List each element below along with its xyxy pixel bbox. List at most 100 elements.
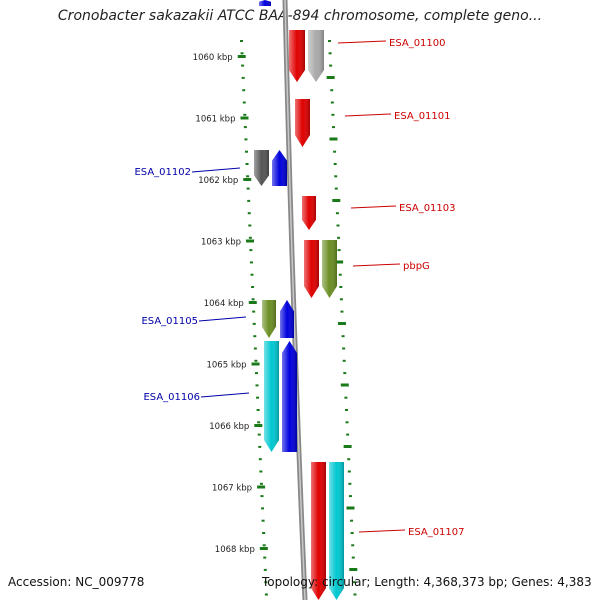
ruler-tick [242,101,246,104]
gene-arrow-shade [259,0,271,6]
ruler-tick [263,556,267,559]
gene-arrow-shade [282,341,297,452]
ruler-tick [251,298,255,301]
ruler-tick [336,224,340,227]
ruler-tick [259,470,263,473]
ruler-tick [350,519,354,522]
ruler-tick [247,199,251,202]
gene-label[interactable]: ESA_01102 [134,167,191,178]
ruler-tick [244,150,248,153]
ruler-tick [253,347,257,350]
ruler-tick [347,458,351,461]
gene-arrow-shade [254,150,269,186]
ruler-tick [346,433,350,436]
gene-leader-line [344,113,392,117]
topology-text: Topology: circular; Length: 4,368,373 bp… [262,575,592,589]
ruler-label: 1067 kbp [212,484,252,494]
gene-arrow-shade [272,150,287,186]
ruler-tick [345,421,349,424]
ruler-tick [251,286,255,288]
gene-label[interactable]: pbpG [403,261,430,272]
ruler-tick [329,64,333,67]
ruler-major-tick [349,568,358,571]
ruler-tick [244,138,248,141]
ruler-tick [241,64,245,67]
ruler-label: 1066 kbp [209,422,249,432]
gene-arrow-shade [295,99,310,147]
gene-arrow-shade [329,462,344,600]
gene-arrow-shade [302,196,316,230]
ruler-tick [256,409,260,411]
ruler-tick [242,89,246,92]
ruler-tick [252,310,256,313]
gene-label[interactable]: ESA_01106 [143,392,200,403]
gene-label[interactable]: ESA_01101 [394,111,451,122]
ruler-tick [252,322,256,325]
ruler-tick [259,482,263,485]
ruler-tick [256,396,260,399]
ruler-label: 1062 kbp [198,176,238,186]
ruler-major-tick [237,55,246,58]
ruler-tick [352,581,356,584]
ruler-tick [253,335,257,338]
ruler-tick [348,495,352,498]
ruler-tick [328,52,332,55]
ruler-label: 1061 kbp [195,115,235,125]
genes [254,0,344,600]
gene-arrow-shade [322,240,337,298]
ruler-major-tick [240,116,249,120]
ruler-tick [334,175,338,178]
ruler-tick [328,40,331,42]
ruler-major-tick [335,260,344,264]
ruler-tick [264,581,268,584]
ruler-label: 1060 kbp [193,53,233,63]
ruler-tick [351,544,355,547]
ruler-tick [344,396,348,399]
map-title: Cronobacter sakazakii ATCC BAA-894 chrom… [57,8,543,24]
ruler-tick [248,224,252,227]
ruler-tick [254,359,258,362]
gene-leader-line [200,392,250,398]
ruler-tick [241,76,245,79]
gene-leader-line [337,40,387,44]
ruler-tick [247,212,251,215]
ruler-tick [347,470,351,473]
ruler-tick [339,286,343,288]
ruler-major-tick [346,506,355,510]
ruler-major-tick [326,76,335,79]
gene-label[interactable]: ESA_01105 [141,316,198,327]
ruler-tick [258,445,262,448]
ruler-tick [263,568,267,571]
ruler-tick [331,126,335,129]
ruler-major-tick [337,322,346,325]
chromosome-backbone [282,0,308,600]
ruler-tick [257,421,261,424]
gene-label[interactable]: ESA_01107 [408,527,465,538]
gene-arrow-shade [308,30,324,82]
ruler-tick [330,101,334,104]
ruler-tick [342,359,346,362]
ruler-tick [348,482,352,485]
ruler-tick [339,298,343,301]
ruler-label: 1064 kbp [204,299,244,309]
ruler-tick [240,40,243,42]
ruler-tick [254,372,258,375]
ruler-tick [337,236,341,239]
gene-label[interactable]: ESA_01100 [389,38,446,49]
gene-arrow-shade [280,300,294,338]
ruler-tick [245,163,249,165]
accession-text: Accession: NC_009778 [8,575,145,589]
ruler-tick [334,187,338,190]
ruler-major-tick [259,547,268,550]
gene-arrow-shade [262,300,276,338]
ruler-tick [260,495,264,498]
ruler-tick [249,249,253,252]
ruler-tick [243,126,247,129]
ruler-major-tick [251,362,260,366]
gene-leader-line [350,205,397,209]
gene-label[interactable]: ESA_01103 [399,203,456,214]
ruler-major-tick [248,301,257,304]
ruler-tick [255,384,259,387]
ruler-tick [250,273,254,276]
ruler-tick [333,163,337,165]
